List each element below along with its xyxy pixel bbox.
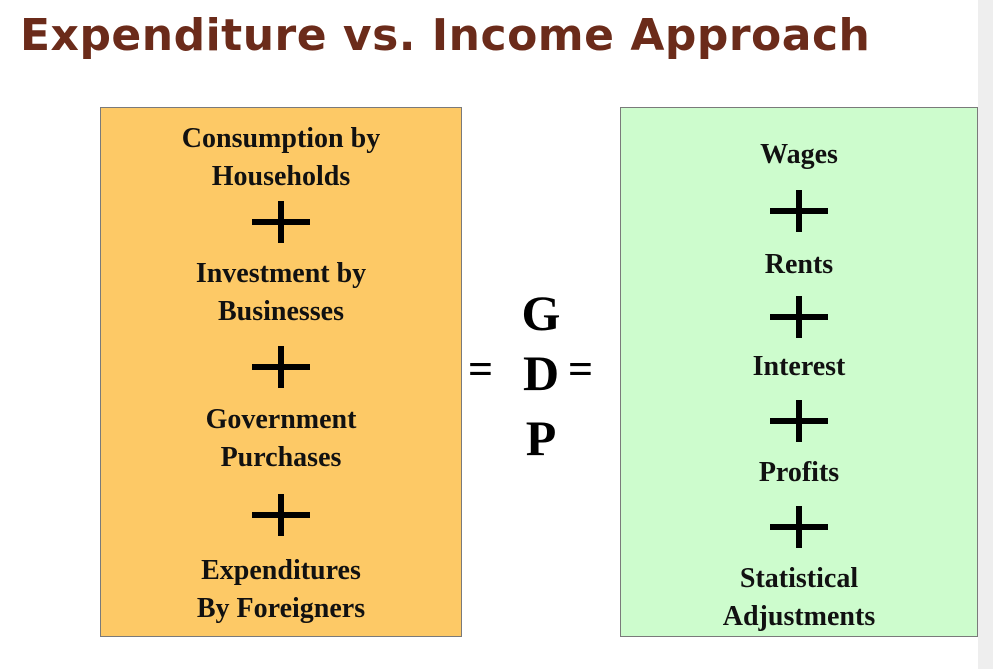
expenditure-approach-box: Consumption by Households Investment by … xyxy=(100,107,462,637)
income-item-interest: Interest xyxy=(752,351,846,382)
equals-sign-right: = xyxy=(568,345,594,394)
gdp-letter-p: P xyxy=(525,410,557,466)
expenditure-item-consumption: Consumption by Households xyxy=(181,123,381,192)
gdp-letter-d: D xyxy=(522,345,560,401)
income-item-profits: Profits xyxy=(758,457,840,488)
plus-icon xyxy=(770,296,828,338)
plus-icon xyxy=(252,201,310,243)
income-approach-box: Wages Rents Interest Profits Statistical… xyxy=(620,107,978,637)
expenditure-item-foreigners: Expenditures By Foreigners xyxy=(196,555,366,624)
gdp-letter-g: G xyxy=(521,285,561,341)
plus-icon xyxy=(252,494,310,536)
page-title: Expenditure vs. Income Approach xyxy=(20,10,871,61)
expenditure-item-government: Government Purchases xyxy=(205,404,357,473)
income-item-rents: Rents xyxy=(764,249,834,280)
equals-sign-left: = xyxy=(468,345,494,394)
plus-icon xyxy=(770,506,828,548)
income-item-statistical-adjustments: Statistical Adjustments xyxy=(722,563,876,632)
plus-icon xyxy=(252,346,310,388)
plus-icon xyxy=(770,190,828,232)
right-edge-strip xyxy=(978,0,993,669)
plus-icon xyxy=(770,400,828,442)
income-item-wages: Wages xyxy=(760,139,838,170)
expenditure-item-investment: Investment by Businesses xyxy=(195,258,367,327)
